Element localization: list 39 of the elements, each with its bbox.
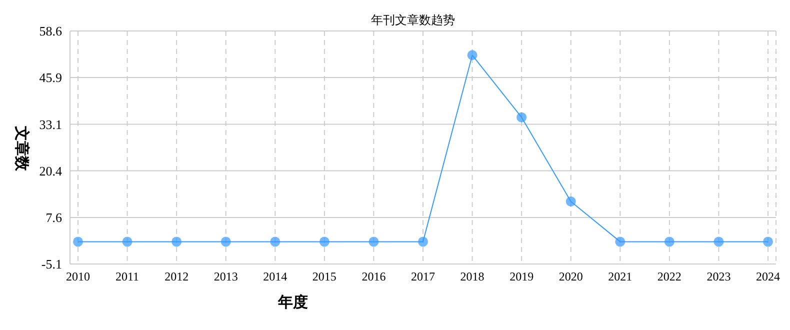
chart-title: 年刊文章数趋势 [371, 13, 455, 27]
x-tick-label: 2013 [214, 270, 238, 284]
x-tick-label: 2020 [558, 270, 583, 284]
point [73, 236, 83, 247]
point [714, 236, 724, 247]
point [220, 236, 231, 247]
y-tick-label: -5.1 [41, 256, 62, 272]
y-tick-label: 58.6 [39, 24, 62, 39]
x-tick-label: 2023 [706, 270, 731, 284]
x-tick-label: 2021 [608, 270, 632, 284]
x-tick-label: 2018 [460, 270, 484, 284]
y-tick-label: 45.9 [39, 70, 62, 86]
point [319, 236, 330, 247]
point [467, 50, 478, 60]
point [368, 236, 379, 247]
point [664, 236, 674, 247]
point [172, 236, 182, 247]
x-tick-label: 2010 [66, 270, 90, 284]
y-tick-label: 7.6 [46, 210, 62, 226]
x-tick-label: 2012 [164, 270, 189, 284]
point [763, 236, 773, 247]
y-tick-label: 20.4 [39, 163, 62, 178]
x-tick-label: 2019 [510, 270, 534, 284]
x-tick-label: 2011 [116, 270, 140, 284]
x-tick-label: 2017 [411, 270, 435, 284]
x-tick-label: 2022 [657, 270, 682, 284]
x-tick-label: 2016 [362, 270, 386, 284]
x-tick-label: 2014 [263, 270, 288, 284]
point [566, 196, 576, 206]
point [516, 112, 527, 122]
point [122, 236, 132, 247]
point [418, 236, 428, 247]
x-axis-title: 年度 [278, 294, 308, 312]
point [615, 236, 626, 247]
x-tick-label: 2015 [312, 270, 336, 284]
y-tick-label: 33.1 [39, 116, 62, 132]
point [270, 236, 280, 247]
y-axis-title: 文章数 [12, 126, 30, 171]
x-tick-label: 2024 [756, 270, 780, 284]
